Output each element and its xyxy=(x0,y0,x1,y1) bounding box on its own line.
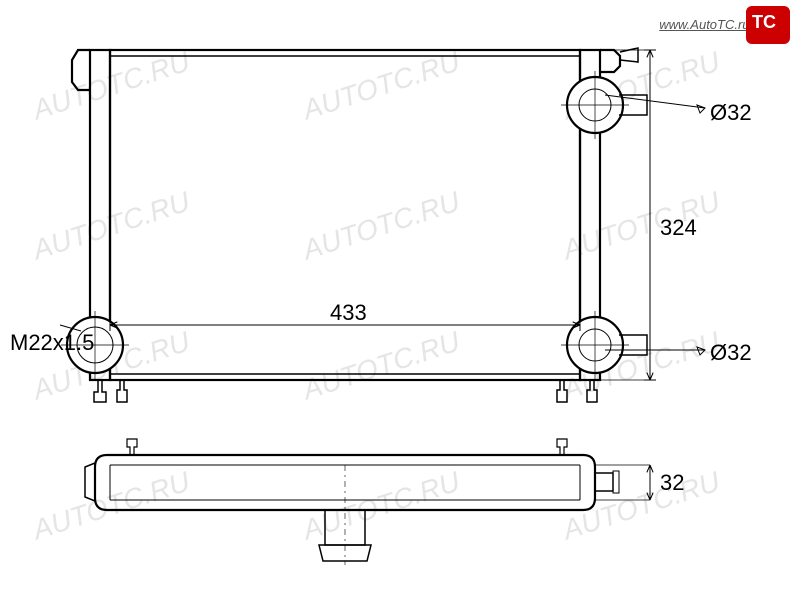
logo-url-text: www.AutoTC.ru xyxy=(659,17,749,32)
dim-dia-top: Ø32 xyxy=(710,100,752,126)
site-logo: www.AutoTC.ru xyxy=(659,6,790,44)
technical-drawing xyxy=(0,0,800,600)
dim-height: 324 xyxy=(660,215,697,241)
dim-thickness: 32 xyxy=(660,470,684,496)
dim-width: 433 xyxy=(330,300,367,326)
logo-badge xyxy=(746,6,790,44)
dim-thread: M22x1.5 xyxy=(10,330,94,356)
dim-dia-bottom: Ø32 xyxy=(710,340,752,366)
